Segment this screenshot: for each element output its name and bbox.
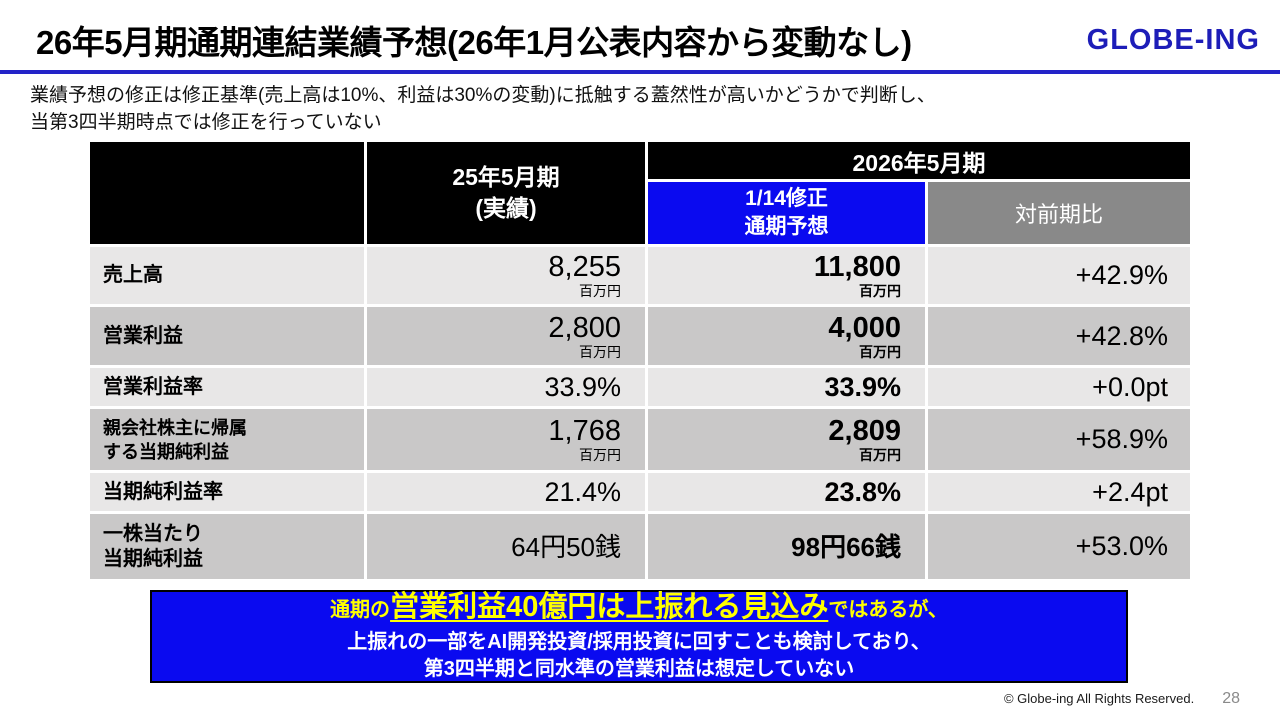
- column-header-forecast-line2: 通期予想: [744, 215, 829, 238]
- revenue-forecast-value: 11,800: [813, 251, 901, 283]
- row-label-operating-margin: 営業利益率: [90, 368, 364, 406]
- subtitle-line2: 当第3四半期時点では修正を行っていない: [30, 112, 382, 133]
- net-income-actual-unit: 百万円: [579, 447, 621, 463]
- operating-profit-actual-value: 2,800: [548, 311, 621, 344]
- operating-margin-actual: 33.9%: [367, 368, 645, 406]
- footer: © Globe-ing All Rights Reserved. 28: [1004, 690, 1240, 708]
- net-income-forecast: 2,809 百万円: [648, 409, 925, 470]
- copyright-text: © Globe-ing All Rights Reserved.: [1003, 691, 1195, 706]
- column-header-yoy: 対前期比: [928, 182, 1190, 244]
- column-header-actual-line2: (実績): [475, 195, 537, 221]
- net-income-yoy: +58.9%: [928, 409, 1190, 470]
- net-margin-yoy: +2.4pt: [928, 473, 1190, 511]
- financial-forecast-table: 25年5月期 (実績) 2026年5月期 1/14修正 通期予想 対前期比 売上…: [90, 142, 1190, 579]
- column-header-forecast-line1: 1/14修正: [745, 187, 828, 210]
- eps-forecast: 98円66銭: [648, 514, 925, 579]
- operating-profit-actual-unit: 百万円: [579, 343, 621, 360]
- header: 26年5月期通期連結業績予想(26年1月公表内容から変動なし) GLOBE-IN…: [36, 12, 1260, 68]
- page-number: 28: [1222, 690, 1240, 707]
- eps-forecast-value: 98円66銭: [791, 531, 901, 562]
- column-header-actual-line1: 25年5月期: [452, 164, 560, 190]
- table-corner-cell: [90, 142, 364, 244]
- net-income-forecast-unit: 百万円: [859, 447, 901, 463]
- operating-profit-forecast-value: 4,000: [828, 311, 901, 344]
- subtitle: 業績予想の修正は修正基準(売上高は10%、利益は30%の変動)に抵触する蓋然性が…: [30, 82, 1250, 136]
- row-label-operating-profit: 営業利益: [90, 307, 364, 365]
- operating-profit-forecast-unit: 百万円: [859, 343, 901, 360]
- row-label-revenue: 売上高: [90, 247, 364, 304]
- net-margin-forecast-value: 23.8%: [824, 477, 901, 507]
- column-header-forecast: 1/14修正 通期予想: [648, 182, 925, 244]
- net-margin-forecast: 23.8%: [648, 473, 925, 511]
- banner-line1-highlight: 営業利益40億円は上振れる見込み: [390, 591, 829, 623]
- net-income-forecast-value: 2,809: [828, 415, 901, 447]
- operating-profit-forecast: 4,000 百万円: [648, 307, 925, 365]
- revenue-actual: 8,255 百万円: [367, 247, 645, 304]
- company-logo: GLOBE-ING: [1086, 23, 1260, 56]
- eps-actual: 64円50銭: [367, 514, 645, 579]
- operating-margin-yoy: +0.0pt: [928, 368, 1190, 406]
- net-margin-actual: 21.4%: [367, 473, 645, 511]
- eps-yoy: +53.0%: [928, 514, 1190, 579]
- title-divider: [0, 70, 1280, 74]
- banner-line1-prefix: 通期の: [330, 599, 391, 621]
- operating-margin-actual-value: 33.9%: [544, 372, 621, 402]
- operating-profit-yoy: +42.8%: [928, 307, 1190, 365]
- column-group-header-2026: 2026年5月期: [648, 142, 1190, 179]
- operating-margin-forecast: 33.9%: [648, 368, 925, 406]
- revenue-actual-unit: 百万円: [579, 283, 621, 299]
- revenue-forecast: 11,800 百万円: [648, 247, 925, 304]
- subtitle-line1: 業績予想の修正は修正基準(売上高は10%、利益は30%の変動)に抵触する蓋然性が…: [30, 85, 936, 106]
- revenue-yoy: +42.9%: [928, 247, 1190, 304]
- operating-profit-actual: 2,800 百万円: [367, 307, 645, 365]
- net-margin-actual-value: 21.4%: [544, 477, 621, 507]
- banner-line2: 上振れの一部をAI開発投資/採用投資に回すことも検討しており、: [347, 631, 931, 653]
- column-header-actual: 25年5月期 (実績): [367, 142, 645, 244]
- row-label-net-margin: 当期純利益率: [90, 473, 364, 511]
- revenue-actual-value: 8,255: [548, 251, 621, 283]
- banner-line1-suffix: ではあるが、: [828, 599, 948, 621]
- revenue-forecast-unit: 百万円: [859, 283, 901, 299]
- net-income-actual: 1,768 百万円: [367, 409, 645, 470]
- banner-line3: 第3四半期と同水準の営業利益は想定していない: [423, 658, 855, 680]
- outlook-banner: 通期の営業利益40億円は上振れる見込みではあるが、 上振れの一部をAI開発投資/…: [150, 590, 1128, 683]
- net-income-actual-value: 1,768: [548, 415, 621, 447]
- row-label-eps: 一株当たり 当期純利益: [90, 514, 364, 579]
- eps-actual-value: 64円50銭: [511, 531, 621, 562]
- banner-line1: 通期の営業利益40億円は上振れる見込みではあるが、: [330, 590, 948, 629]
- operating-margin-forecast-value: 33.9%: [824, 372, 901, 402]
- row-label-net-income: 親会社株主に帰属 する当期純利益: [90, 409, 364, 470]
- page-title: 26年5月期通期連結業績予想(26年1月公表内容から変動なし): [36, 24, 912, 61]
